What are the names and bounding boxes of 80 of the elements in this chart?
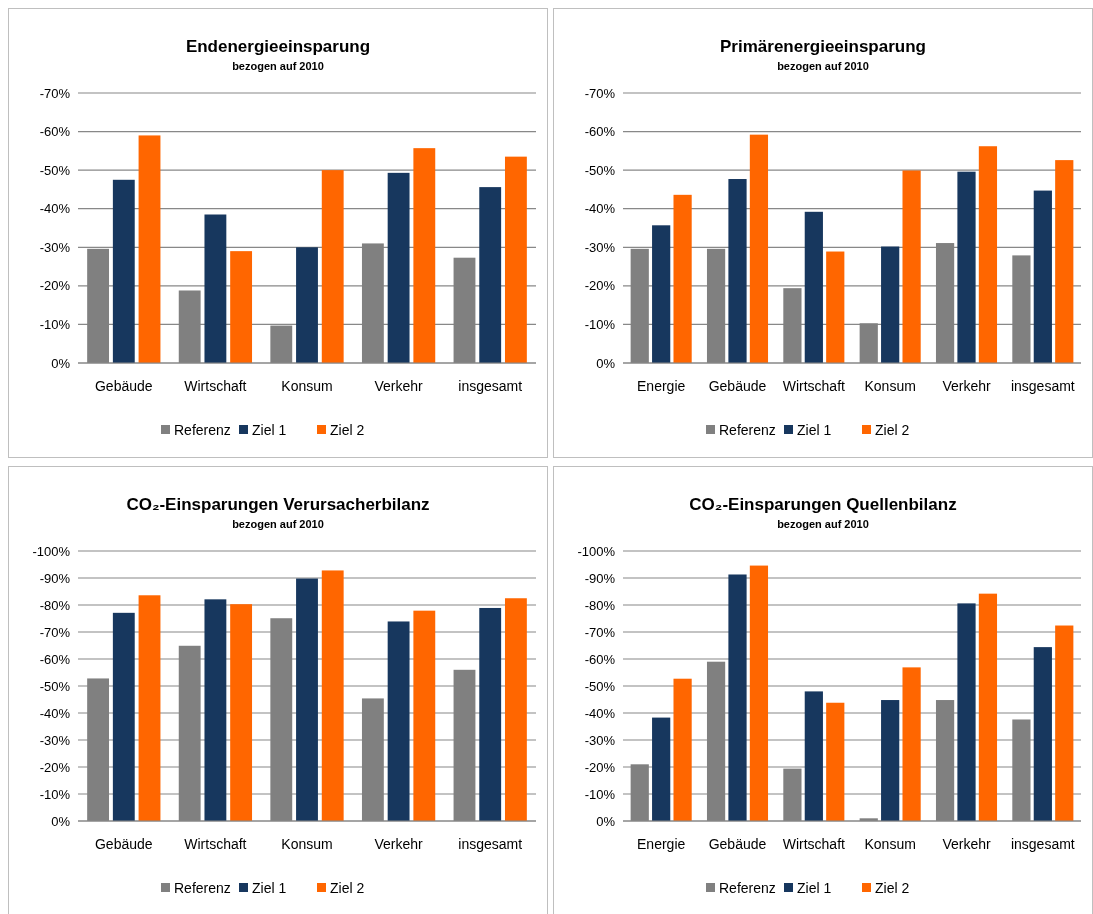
y-tick-label: -10% <box>39 786 71 802</box>
x-tick-label: Konsum <box>281 836 333 852</box>
x-tick-label: Wirtschaft <box>782 836 846 852</box>
x-tick-label: Konsum <box>281 378 333 394</box>
y-tick-label: -10% <box>584 316 616 332</box>
y-tick-label: -60% <box>584 124 616 140</box>
y-tick-label: -30% <box>584 239 616 255</box>
y-tick-label: -80% <box>39 597 71 613</box>
y-tick-label: 0% <box>596 813 616 829</box>
legend-label: Ziel 1 <box>252 421 287 438</box>
y-tick-label: -10% <box>39 316 71 332</box>
y-tick-label: -100% <box>577 543 616 559</box>
x-tick-label: insgesamt <box>1010 378 1075 394</box>
y-tick-label: -90% <box>584 570 616 586</box>
legend-label: Referenz <box>719 879 776 896</box>
chart-subtitle: bezogen auf 2010 <box>777 518 869 530</box>
x-tick-label: Energie <box>637 836 686 852</box>
chart-title: CO₂-Einsparungen Quellenbilanz <box>689 495 957 514</box>
y-tick-label: -40% <box>39 705 71 721</box>
chart-title: CO₂-Einsparungen Verursacherbilanz <box>126 495 430 514</box>
y-tick-label: -50% <box>39 678 71 694</box>
x-tick-label: Verkehr <box>942 836 991 852</box>
x-tick-label: Konsum <box>864 378 916 394</box>
legend-label: Referenz <box>719 421 776 438</box>
x-tick-label: Wirtschaft <box>184 836 247 852</box>
y-tick-label: -80% <box>584 597 616 613</box>
y-tick-label: 0% <box>51 813 71 829</box>
legend-label: Ziel 2 <box>875 879 910 896</box>
y-tick-label: -20% <box>584 759 616 775</box>
x-tick-label: Gebäude <box>95 836 153 852</box>
x-tick-label: Gebäude <box>708 836 767 852</box>
x-tick-label: Energie <box>637 378 686 394</box>
x-tick-label: Konsum <box>864 836 916 852</box>
y-tick-label: -50% <box>584 678 616 694</box>
y-tick-label: -30% <box>584 732 616 748</box>
chart-subtitle: bezogen auf 2010 <box>232 518 324 530</box>
x-tick-label: Verkehr <box>942 378 991 394</box>
y-tick-label: -70% <box>584 85 616 101</box>
y-tick-label: -20% <box>39 278 71 294</box>
x-tick-label: Wirtschaft <box>184 378 247 394</box>
legend-label: Ziel 1 <box>252 879 287 896</box>
x-tick-label: insgesamt <box>458 378 523 394</box>
legend-label: Ziel 2 <box>330 421 365 438</box>
y-tick-label: 0% <box>596 355 616 371</box>
y-tick-label: -10% <box>584 786 616 802</box>
y-tick-label: -60% <box>584 651 616 667</box>
y-tick-label: -50% <box>39 162 71 178</box>
y-tick-label: -40% <box>39 201 71 217</box>
y-tick-label: -30% <box>39 239 71 255</box>
y-tick-label: -60% <box>39 124 71 140</box>
chart-title: Endenergieeinsparung <box>185 37 371 56</box>
chart-title: Primärenergieeinsparung <box>720 37 926 56</box>
y-tick-label: -100% <box>32 543 71 559</box>
x-tick-label: Gebäude <box>708 378 767 394</box>
y-tick-label: -70% <box>39 624 71 640</box>
y-tick-label: -20% <box>39 759 71 775</box>
x-tick-label: insgesamt <box>458 836 523 852</box>
legend-label: Referenz <box>174 879 231 896</box>
legend-label: Referenz <box>174 421 231 438</box>
x-tick-label: Verkehr <box>374 836 424 852</box>
y-tick-label: -40% <box>584 705 616 721</box>
legend-label: Ziel 1 <box>797 879 832 896</box>
x-tick-label: Verkehr <box>374 378 424 394</box>
chart-subtitle: bezogen auf 2010 <box>232 60 324 72</box>
legend-label: Ziel 2 <box>330 879 365 896</box>
y-tick-label: -40% <box>584 201 616 217</box>
x-tick-label: insgesamt <box>1010 836 1075 852</box>
y-tick-label: -70% <box>584 624 616 640</box>
y-tick-label: -50% <box>584 162 616 178</box>
y-tick-label: -20% <box>584 278 616 294</box>
y-tick-label: -60% <box>39 651 71 667</box>
legend-label: Ziel 2 <box>875 421 910 438</box>
x-tick-label: Gebäude <box>95 378 153 394</box>
legend-label: Ziel 1 <box>797 421 832 438</box>
y-tick-label: -70% <box>39 85 71 101</box>
y-tick-label: -30% <box>39 732 71 748</box>
y-tick-label: -90% <box>39 570 71 586</box>
x-tick-label: Wirtschaft <box>782 378 846 394</box>
chart-subtitle: bezogen auf 2010 <box>777 60 869 72</box>
y-tick-label: 0% <box>51 355 71 371</box>
